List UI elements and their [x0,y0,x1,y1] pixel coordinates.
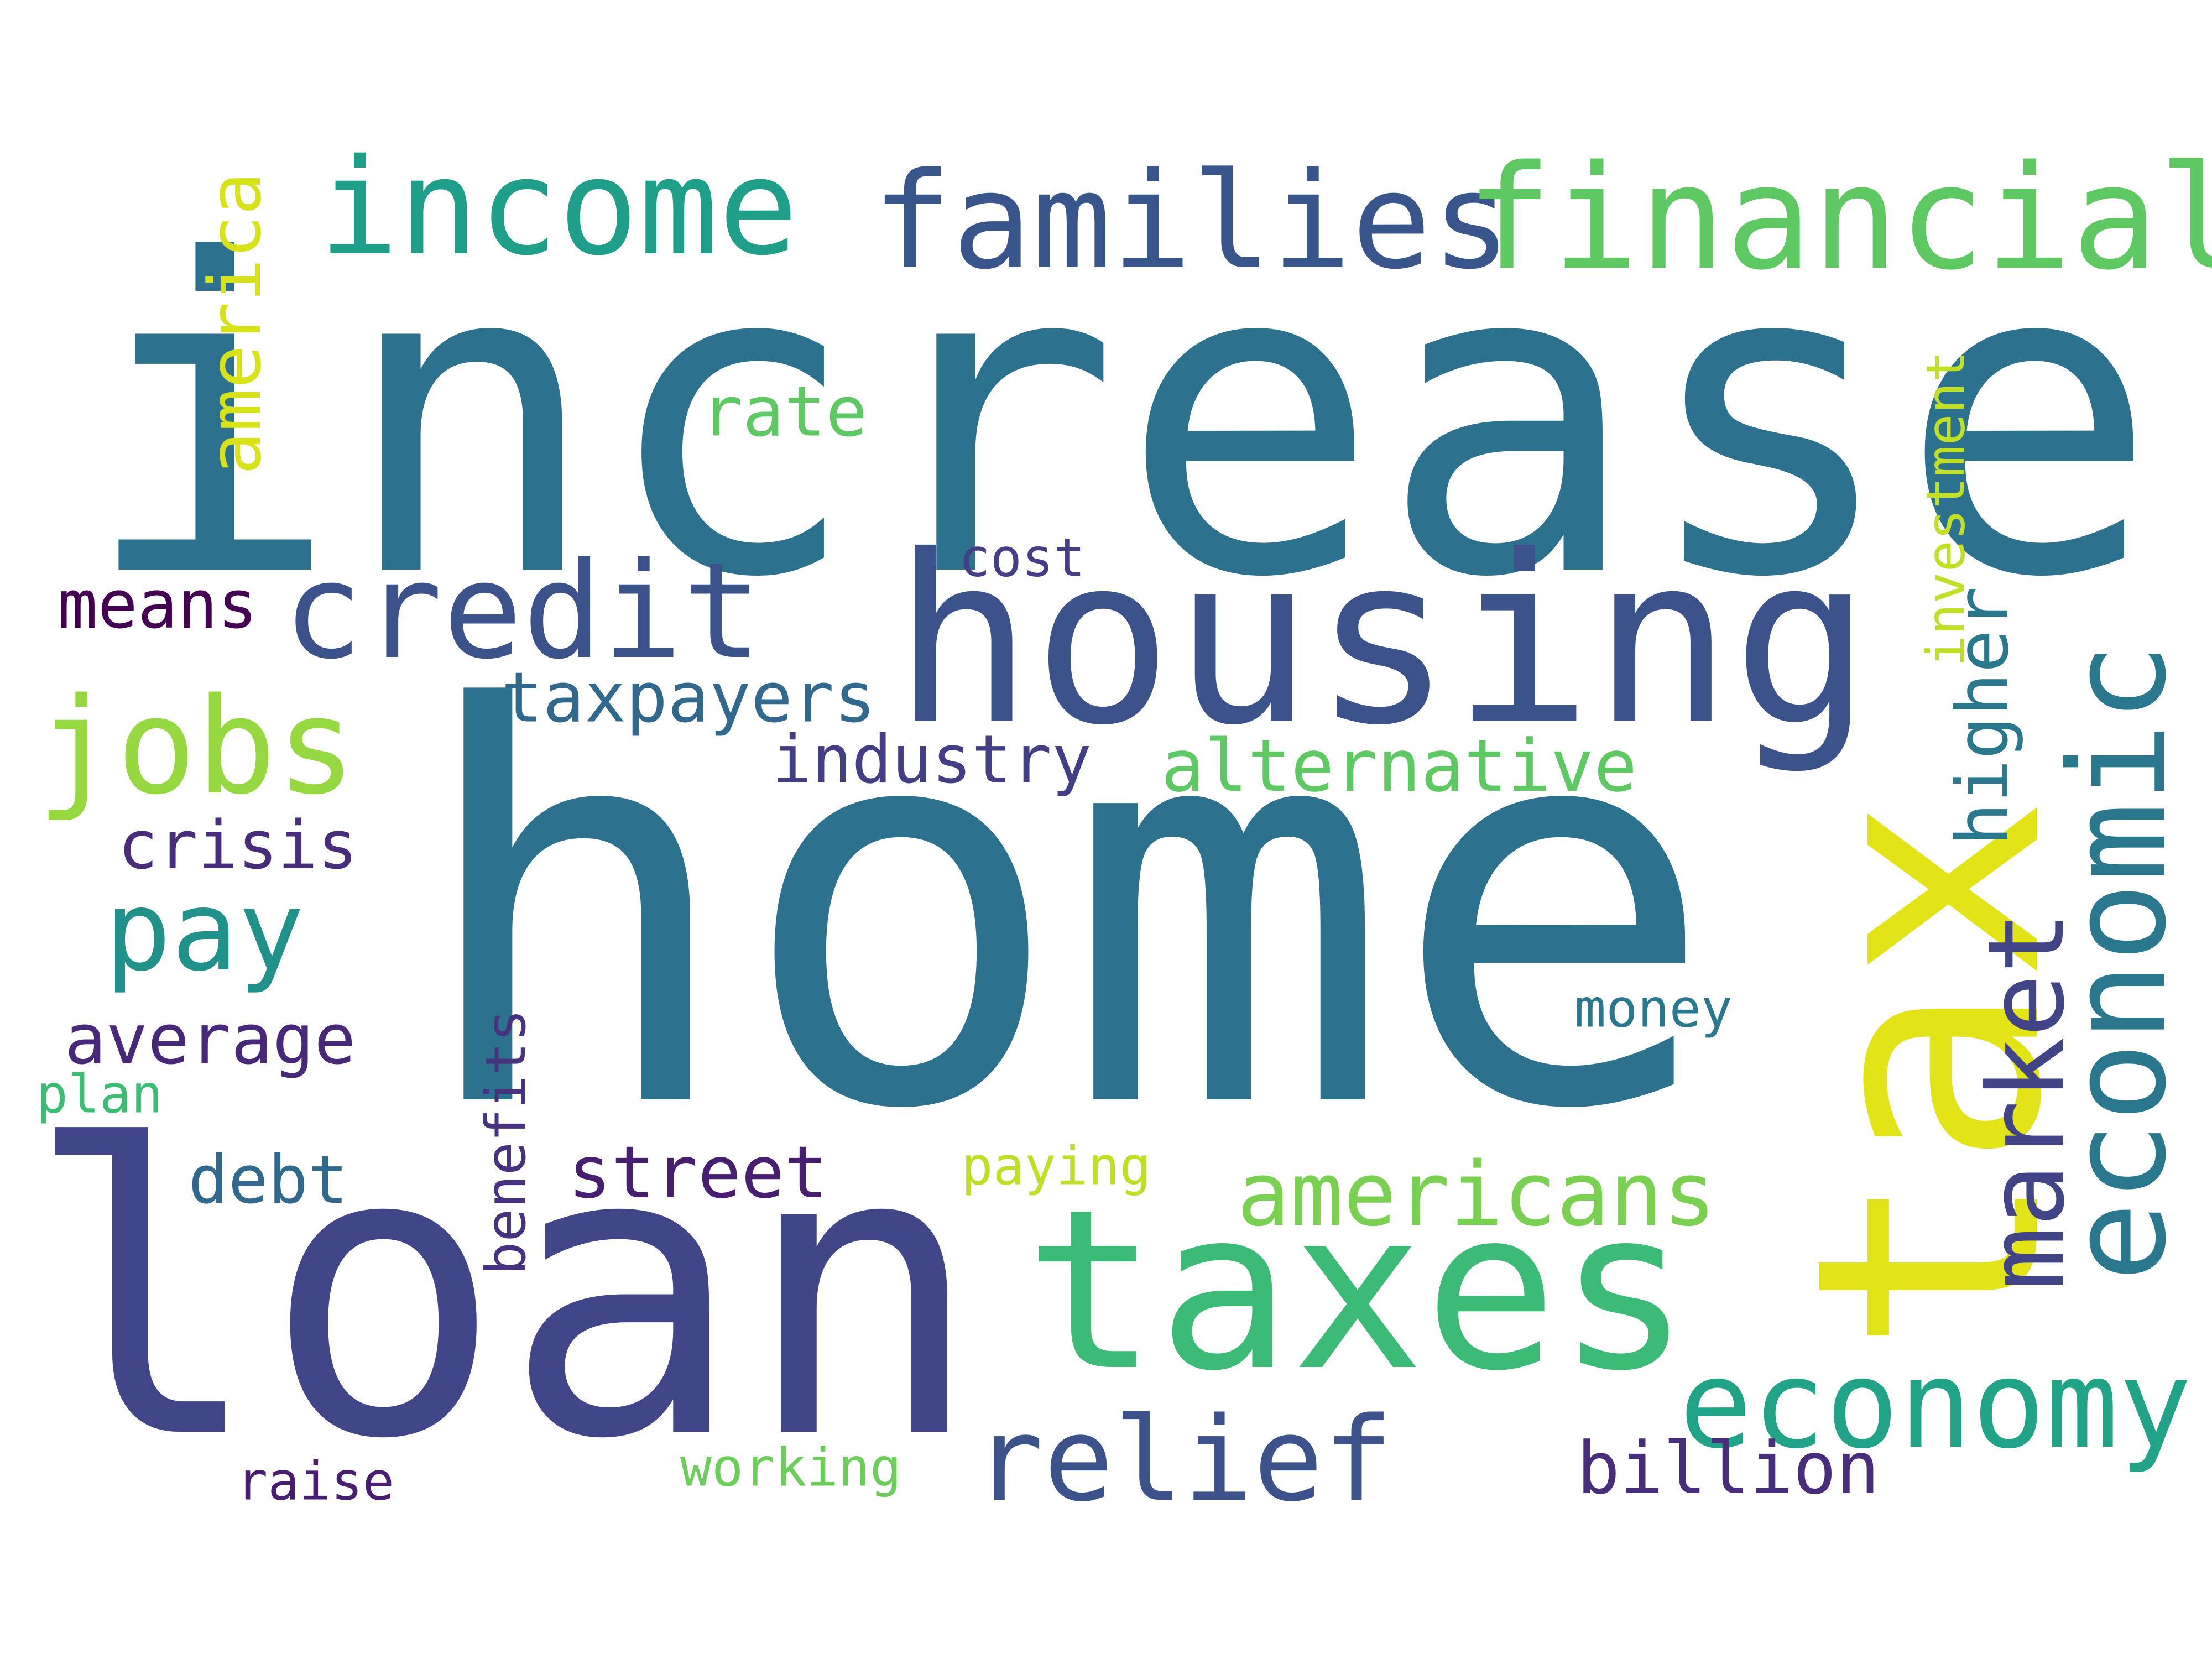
word-home: home [411,597,1718,1228]
word-average: average [64,999,356,1080]
word-market: market [1965,910,2088,1291]
word-crisis: crisis [118,807,358,884]
word-taxes: taxes [1024,1162,1691,1420]
word-debt: debt [188,1142,348,1219]
word-loan: loan [24,1062,983,1526]
word-money: money [1574,978,1733,1040]
word-cost: cost [958,528,1086,589]
word-rate: rate [701,372,868,452]
word-families: families [872,144,1511,299]
word-investment: investment [1916,351,1977,667]
word-taxpayers: taxpayers [501,658,876,738]
word-economy: economy [1679,1334,2192,1475]
word-street: street [568,1130,828,1214]
word-credit: credit [283,534,763,688]
word-plan: plan [36,1064,163,1125]
word-paying: paying [961,1136,1151,1197]
word-financial: financial [1465,135,2212,302]
word-increase: increase [81,169,2159,671]
word-housing: housing [893,506,1872,776]
word-benefits: benefits [473,1009,538,1275]
word-billion: billion [1577,1426,1880,1510]
word-industry: industry [772,722,1092,799]
word-income: income [319,130,799,285]
word-america: america [193,172,277,475]
word-jobs: jobs [36,669,356,824]
word-raise: raise [236,1451,394,1512]
word-relief: relief [973,1392,1394,1527]
word-pay: pay [105,867,305,996]
word-working: working [680,1437,902,1499]
word-means: means [58,567,258,644]
word-alternative: alternative [1161,724,1637,808]
word-americans: americans [1237,1142,1717,1246]
